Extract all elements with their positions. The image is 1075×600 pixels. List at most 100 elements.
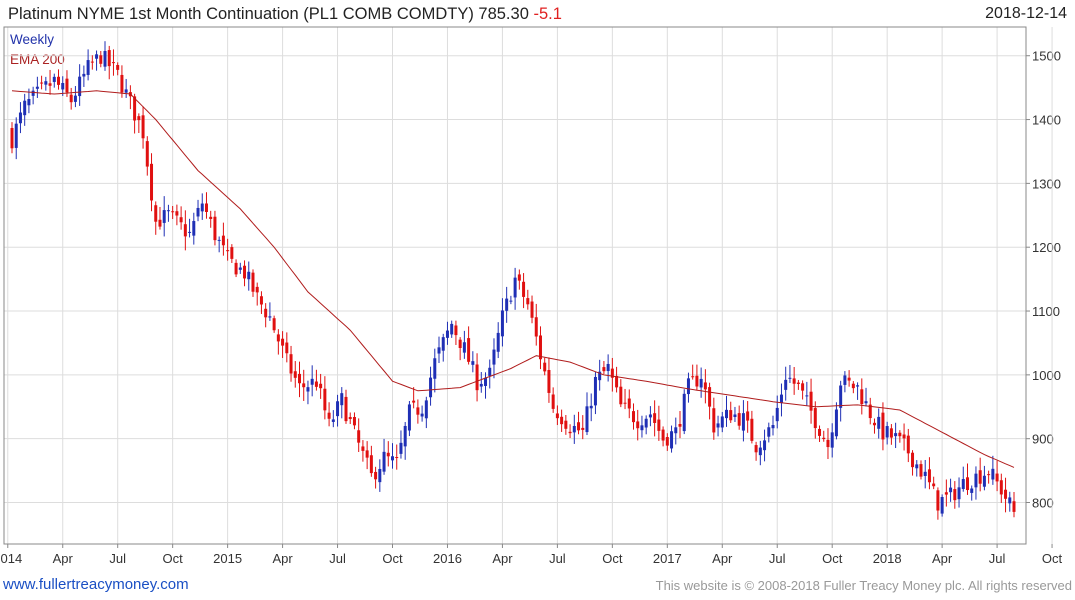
candle-body: [365, 450, 369, 458]
candle-body: [10, 128, 14, 149]
candle-body: [543, 362, 547, 372]
candle-body: [137, 116, 141, 121]
candle-body: [911, 452, 915, 468]
candle-body: [183, 224, 187, 237]
candle-body: [107, 50, 111, 67]
candle-body: [733, 414, 737, 418]
x-tick-label: Apr: [932, 551, 953, 566]
candle-body: [809, 391, 813, 411]
candle-body: [953, 489, 957, 501]
candle-body: [581, 427, 585, 430]
candle-body: [78, 76, 82, 97]
candle-body: [336, 401, 340, 417]
candle-body: [577, 422, 581, 431]
candle-body: [940, 497, 944, 514]
candle-body: [564, 420, 568, 429]
candle-body: [526, 298, 530, 305]
candle-body: [348, 417, 352, 420]
candle-body: [306, 387, 310, 392]
x-tick-label: Oct: [602, 551, 623, 566]
candle-body: [293, 371, 297, 378]
candle-body: [877, 416, 881, 429]
candle-body: [243, 265, 247, 279]
x-tick-label: Oct: [822, 551, 843, 566]
legend-period: Weekly: [10, 32, 55, 47]
candle-body: [991, 468, 995, 480]
ema-line: [11, 90, 1015, 468]
candle-body: [141, 115, 145, 139]
candle-body: [703, 382, 707, 390]
candle-body: [758, 447, 762, 456]
x-tick-label: Oct: [163, 551, 184, 566]
candle-body: [619, 386, 623, 405]
candle-body: [834, 409, 838, 437]
candle-body: [391, 456, 395, 461]
x-tick-label: Jul: [549, 551, 566, 566]
candle-body: [314, 381, 318, 387]
candle-body: [936, 490, 940, 511]
candle-body: [763, 440, 767, 451]
candle-body: [327, 412, 331, 419]
candle-body: [944, 492, 948, 495]
y-tick-label: 1300: [1032, 176, 1061, 191]
candle-body: [568, 431, 572, 434]
candle-body: [251, 272, 255, 292]
candle-body: [784, 379, 788, 390]
candle-body: [264, 308, 268, 318]
candle-body: [572, 425, 576, 433]
candle-body: [429, 377, 433, 398]
x-tick-label: Oct: [382, 551, 403, 566]
candle-body: [69, 94, 73, 103]
candle-body: [699, 378, 703, 388]
candle-body: [437, 347, 441, 354]
candle-body: [860, 389, 864, 405]
candle-body: [822, 437, 826, 440]
candle-body: [670, 431, 674, 449]
candle-body: [281, 338, 285, 346]
x-tick-label: Apr: [712, 551, 733, 566]
candle-body: [86, 60, 90, 75]
candle-body: [48, 83, 52, 86]
candle-body: [741, 413, 745, 431]
y-tick-label: 1000: [1032, 368, 1061, 383]
x-tick-label: 2017: [653, 551, 682, 566]
candle-body: [272, 318, 276, 331]
candle-body: [407, 404, 411, 431]
candle-body: [522, 281, 526, 297]
candle-body: [602, 367, 606, 372]
candle-body: [598, 371, 602, 381]
candle-body: [145, 141, 149, 167]
candle-body: [285, 342, 289, 354]
candle-body: [775, 407, 779, 422]
candle-body: [720, 416, 724, 428]
y-tick-label: 1100: [1032, 304, 1060, 319]
candle-body: [555, 413, 559, 419]
x-tick-label: Apr: [53, 551, 74, 566]
candle-body: [378, 468, 382, 483]
site-link[interactable]: www.fullertreacymoney.com: [3, 576, 189, 593]
candle-body: [441, 337, 445, 351]
x-tick-label: 2018: [873, 551, 902, 566]
candle-body: [361, 446, 365, 451]
candle-body: [830, 432, 834, 448]
candle-body: [949, 487, 953, 493]
candle-body: [18, 112, 22, 124]
candle-body: [995, 473, 999, 482]
candle-body: [771, 425, 775, 429]
candle-body: [665, 437, 669, 446]
candle-body: [682, 393, 686, 432]
candle-body: [323, 388, 327, 411]
candle-body: [226, 250, 230, 252]
candle-body: [221, 235, 225, 246]
candle-body: [932, 483, 936, 487]
candle-body: [488, 367, 492, 376]
candle-body: [847, 377, 851, 381]
y-tick-label: 900: [1032, 432, 1054, 447]
x-tick-label: Jul: [329, 551, 346, 566]
candle-body: [204, 203, 208, 212]
candle-body: [462, 342, 466, 353]
candle-body: [767, 427, 771, 437]
candle-body: [420, 413, 424, 417]
candle-body: [826, 439, 830, 448]
candle-body: [23, 100, 27, 116]
